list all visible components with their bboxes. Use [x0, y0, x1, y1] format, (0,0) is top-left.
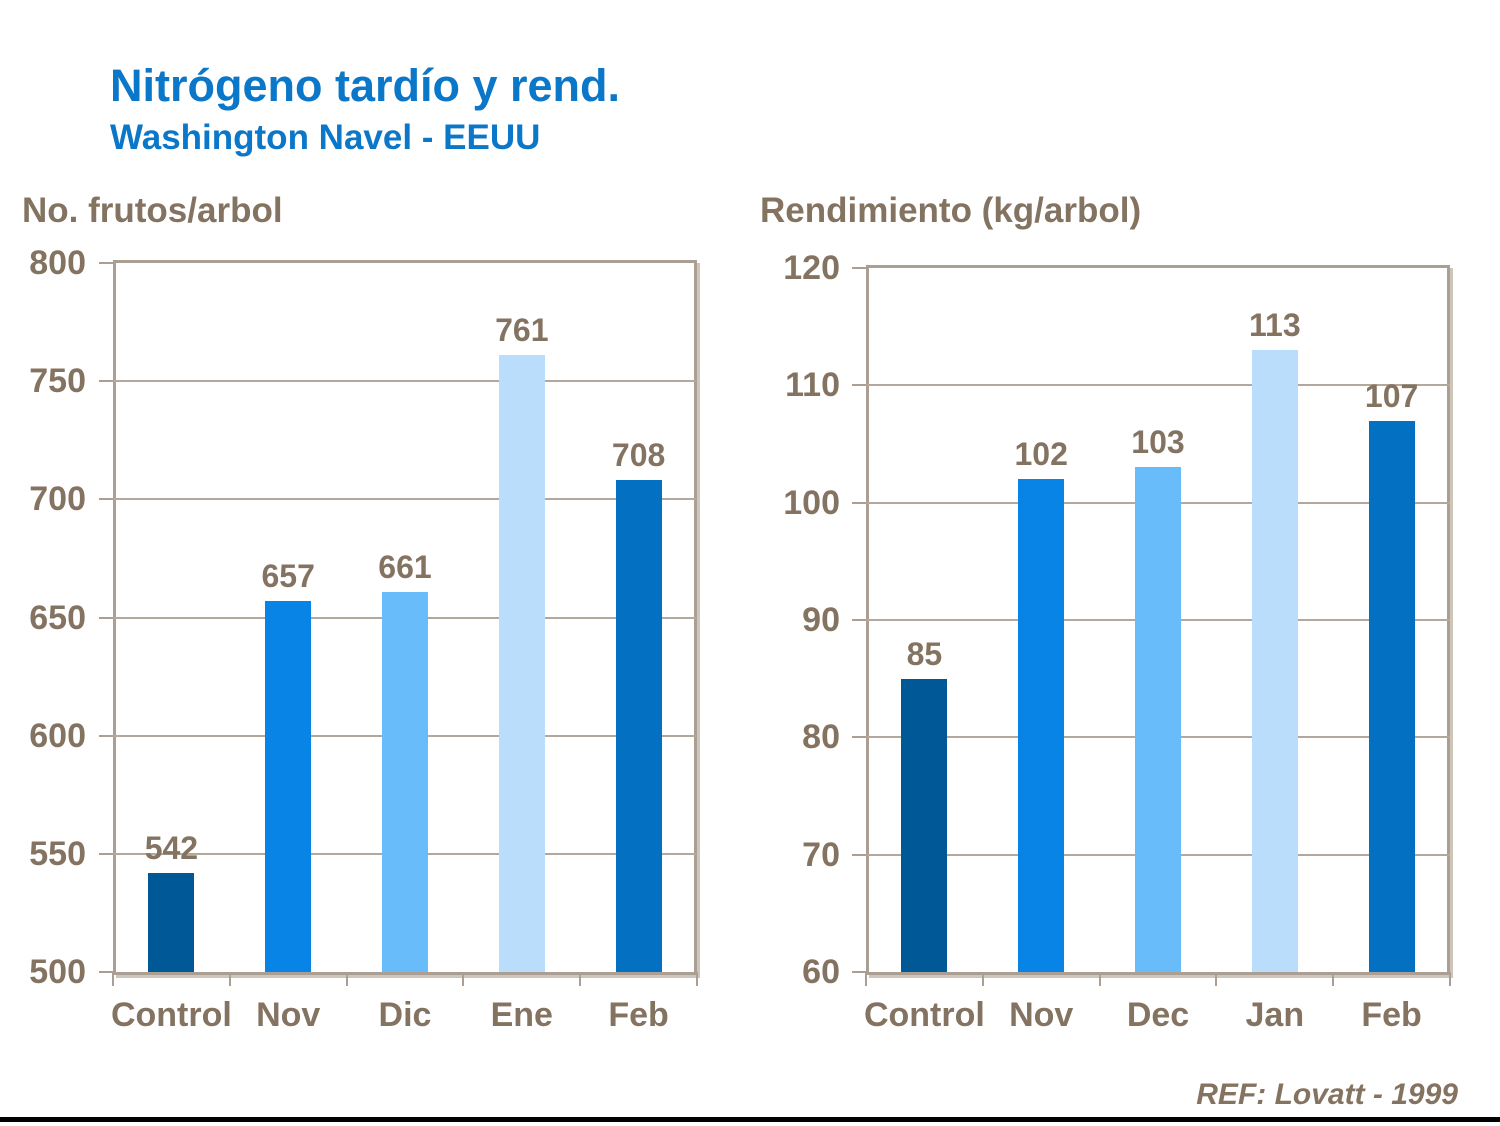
bar-value-label: 113 [1248, 307, 1301, 343]
x-axis-label: Jan [1245, 996, 1305, 1034]
bar-value-label: 542 [144, 830, 199, 866]
bar-ene [498, 355, 545, 972]
x-axis-tick [1099, 972, 1101, 986]
gridline [113, 498, 697, 501]
x-axis-label: Dic [378, 996, 432, 1034]
right-chart-title: Rendimiento (kg/arbol) [760, 191, 1142, 230]
gridline [866, 384, 1450, 387]
y-axis-label: 60 [802, 953, 840, 991]
y-axis-tick [852, 501, 866, 504]
y-axis-label: 90 [802, 601, 840, 639]
y-axis-tick [99, 852, 113, 855]
bar-value-label: 708 [611, 437, 666, 473]
y-axis-tick [99, 380, 113, 383]
x-axis-tick [1215, 972, 1217, 986]
x-axis-tick [346, 972, 348, 986]
x-axis-label: Feb [1361, 996, 1422, 1034]
x-axis-tick [112, 972, 114, 986]
y-axis-tick [852, 736, 866, 739]
y-axis-tick [99, 262, 113, 264]
bar-nov [265, 601, 312, 972]
y-axis-label: 750 [29, 362, 86, 401]
bar-control [148, 873, 195, 972]
y-axis-label: 70 [802, 835, 840, 874]
bar-feb [1368, 421, 1415, 972]
y-axis-tick [852, 853, 866, 856]
x-axis-label: Nov [1009, 996, 1074, 1034]
x-axis-label: Dec [1126, 996, 1190, 1034]
y-axis-tick [99, 971, 113, 973]
bar-control [901, 679, 948, 972]
y-axis-label: 100 [783, 483, 840, 522]
y-axis-label: 700 [29, 480, 86, 519]
y-axis-tick [852, 619, 866, 621]
x-axis-label: Control [863, 996, 985, 1034]
y-axis-tick [99, 498, 113, 501]
bar-value-label: 103 [1131, 424, 1185, 460]
footer-divider [0, 1117, 1500, 1122]
bar-value-label: 657 [261, 558, 315, 594]
y-axis-tick [99, 616, 113, 619]
bar-dec [1135, 467, 1181, 972]
x-axis-tick [865, 972, 867, 986]
y-axis-label: 120 [783, 249, 840, 287]
reference-text: REF: Lovatt - 1999 [1196, 1078, 1458, 1111]
x-axis-tick [982, 972, 984, 986]
x-axis-label: Nov [256, 996, 321, 1034]
x-axis-label: Ene [490, 996, 553, 1034]
slide-title: Nitrógeno tardío y rend. [110, 60, 621, 111]
x-axis-tick [579, 972, 581, 986]
y-axis-label: 80 [802, 718, 840, 757]
x-axis-label: Feb [608, 996, 669, 1034]
bar-value-label: 761 [495, 312, 549, 348]
y-axis-tick [852, 971, 866, 973]
x-axis-tick [696, 972, 698, 986]
y-axis-label: 650 [29, 598, 86, 637]
bar-value-label: 85 [906, 636, 943, 672]
bar-value-label: 102 [1014, 436, 1068, 472]
x-axis-label: Control [110, 996, 232, 1034]
bar-jan [1251, 350, 1298, 972]
bar-value-label: 107 [1364, 378, 1419, 414]
bar-feb [615, 480, 662, 972]
y-axis-label: 500 [29, 953, 86, 991]
slide-subtitle: Washington Navel - EEUU [110, 118, 541, 157]
y-axis-tick [99, 734, 113, 737]
y-axis-label: 800 [29, 244, 86, 282]
left-chart-title: No. frutos/arbol [22, 191, 283, 230]
x-axis-tick [229, 972, 231, 986]
y-axis-label: 110 [785, 366, 840, 405]
x-axis-tick [462, 972, 464, 986]
y-axis-label: 600 [29, 716, 86, 755]
bar-value-label: 661 [378, 549, 432, 585]
gridline [113, 380, 697, 383]
y-axis-tick [852, 384, 866, 387]
x-axis-tick [1332, 972, 1334, 986]
bar-dic [382, 592, 428, 972]
x-axis-tick [1449, 972, 1451, 986]
y-axis-label: 550 [29, 834, 86, 873]
y-axis-tick [852, 267, 866, 269]
bar-nov [1018, 479, 1065, 972]
